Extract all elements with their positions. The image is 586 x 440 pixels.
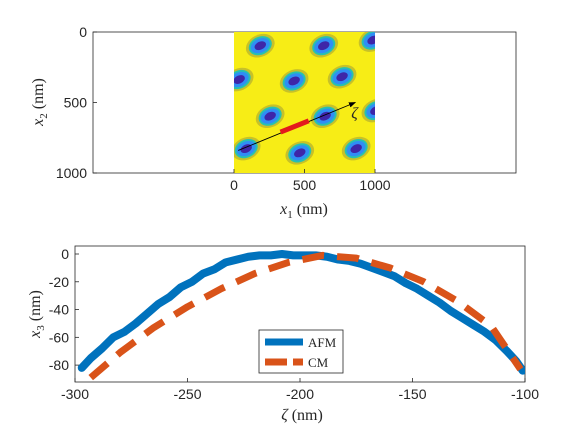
profile-x-tick-label: -300 (61, 386, 89, 402)
series-point-afm (211, 265, 218, 273)
series-point-afm (143, 310, 151, 318)
profile-x-tick-label: -250 (173, 386, 201, 402)
series-point-afm (469, 321, 477, 329)
heatmap-arrow-label: ζ (351, 106, 359, 123)
heatmap-y-tick-label: 500 (64, 95, 88, 111)
heatmap-well (279, 69, 309, 93)
series-point-afm (481, 328, 488, 336)
legend-label-afm: AFM (308, 335, 337, 350)
series-point-afm (199, 269, 207, 277)
series-point-afm (267, 251, 275, 259)
profile-x-tick-label: -150 (398, 386, 426, 402)
series-point-afm (357, 260, 365, 268)
series-point-afm (413, 285, 421, 293)
series-point-afm (458, 314, 466, 322)
legend-label-cm: CM (308, 355, 329, 370)
heatmap-y-tick-label: 0 (79, 24, 87, 40)
heatmap-well (358, 32, 375, 52)
heatmap-panel: 0 500 1000 0 500 1000 ζ x1 (nm) x2 (nm) (30, 24, 517, 221)
heatmap-image (234, 32, 375, 173)
heatmap-well (245, 33, 275, 58)
legend-box (258, 329, 344, 374)
profile-y-tick-label: 0 (61, 246, 69, 262)
heatmap-well (309, 33, 339, 58)
series-point-afm (244, 253, 252, 261)
heatmap-well (327, 64, 357, 89)
series-point-afm (98, 344, 106, 352)
heatmap-x-tick-label: 500 (293, 177, 317, 193)
profile-y-tick-label: -40 (49, 302, 69, 318)
series-point-afm (379, 268, 387, 276)
profile-y-tick-label: -60 (49, 329, 69, 345)
profile-y-tick-label: -20 (49, 274, 69, 290)
profile-y-ticks: 0 -20 -40 -60 -80 (49, 246, 79, 373)
series-point-afm (289, 251, 297, 259)
series-point-afm (222, 258, 230, 266)
series-point-afm (402, 279, 410, 287)
heatmap-y-ticks: 0 500 1000 (56, 24, 97, 181)
profile-y-axis-label: x3 (nm) (27, 290, 47, 339)
profile-x-tick-label: -100 (511, 386, 539, 402)
profile-x-axis-label: ζ (nm) (281, 407, 323, 424)
profile-y-tick-label: -80 (49, 357, 69, 373)
heatmap-well (255, 104, 285, 128)
series-point-afm (154, 300, 162, 308)
heatmap-well (234, 67, 254, 92)
series-point-afm (256, 251, 263, 259)
heatmap-y-axis-label: x2 (nm) (30, 78, 50, 127)
series-line-cm (88, 251, 524, 381)
series-point-afm (436, 299, 443, 307)
heatmap-y-tick-label: 1000 (56, 165, 87, 181)
series-point-afm (233, 256, 241, 264)
heatmap-overlay (238, 102, 357, 151)
series-point-afm (447, 307, 455, 315)
heatmap-wells (234, 32, 375, 165)
series-point-afm (188, 278, 196, 286)
series-point-afm (278, 250, 286, 258)
series-point-afm (87, 354, 95, 362)
profile-series (77, 250, 525, 381)
heatmap-well (341, 136, 371, 161)
profile-panel: -300 -250 -200 -150 -100 0 -20 -40 -60 -80 ζ (nm… (27, 245, 539, 424)
profile-x-ticks: -300 -250 -200 -150 -100 (61, 378, 539, 402)
series-point-afm (132, 319, 140, 327)
series-point-afm (109, 333, 117, 341)
profile-x-tick-label: -200 (286, 386, 314, 402)
heatmap-well (285, 141, 315, 165)
heatmap-profile-segment (279, 118, 310, 135)
heatmap-x-ticks: 0 500 1000 (230, 169, 391, 193)
series-point-afm (177, 283, 185, 291)
heatmap-x-tick-label: 1000 (359, 177, 390, 193)
heatmap-x-axis-label: x1 (nm) (279, 201, 328, 221)
heatmap-x-tick-label: 0 (230, 177, 238, 193)
series-point-afm (78, 364, 86, 372)
series-point-afm (323, 253, 331, 261)
series-point-afm (503, 347, 511, 355)
heatmap-well (361, 98, 375, 123)
legend: AFM CM (258, 329, 344, 374)
series-point-afm (424, 292, 432, 300)
heatmap-well (310, 104, 340, 128)
series-point-afm (121, 328, 128, 336)
series-point-afm (166, 293, 173, 301)
series-point-afm (391, 272, 398, 280)
